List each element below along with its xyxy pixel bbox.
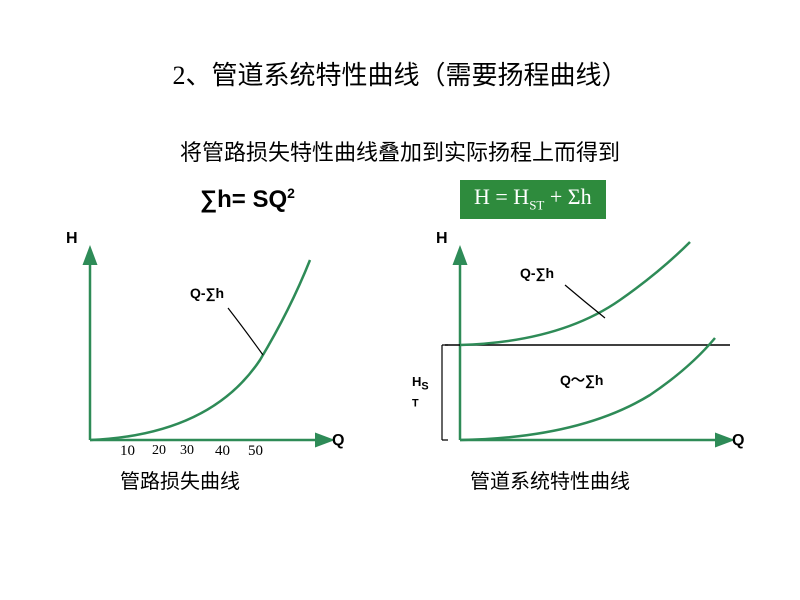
equation-2-box: H = HST + Σh bbox=[460, 180, 606, 219]
page-subtitle: 将管路损失特性曲线叠加到实际扬程上而得到 bbox=[0, 135, 800, 167]
right-hst-label: HST bbox=[412, 375, 429, 410]
right-leader1 bbox=[565, 285, 605, 318]
right-caption: 管道系统特性曲线 bbox=[470, 465, 630, 494]
right-hst-bracket bbox=[442, 345, 448, 440]
right-y-label: H bbox=[436, 230, 448, 248]
page-title: 2、管道系统特性曲线（需要扬程曲线） bbox=[0, 55, 800, 92]
equation-1: ∑h= SQ2 bbox=[200, 185, 295, 214]
right-chart bbox=[0, 230, 800, 490]
right-curve-label-1: Q-∑h bbox=[520, 265, 554, 281]
right-x-label: Q bbox=[732, 432, 744, 450]
right-curve-label-2: Q～∑h bbox=[560, 370, 603, 390]
charts-container: H Q Q-∑h 10 20 30 40 50 管路损失曲线 H Q Q-∑h … bbox=[0, 230, 800, 570]
